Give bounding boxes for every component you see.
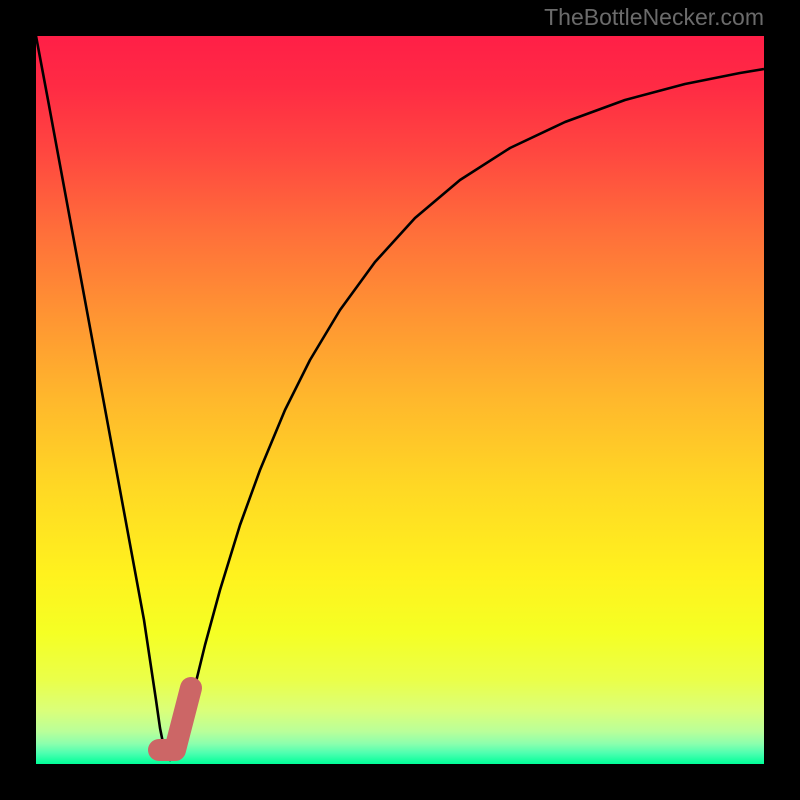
chart-overlay: [0, 0, 800, 800]
bottleneck-curve: [36, 36, 764, 760]
highlight-marker: [159, 688, 191, 750]
watermark-text: TheBottleNecker.com: [544, 4, 764, 31]
bottleneck-chart: TheBottleNecker.com: [0, 0, 800, 800]
